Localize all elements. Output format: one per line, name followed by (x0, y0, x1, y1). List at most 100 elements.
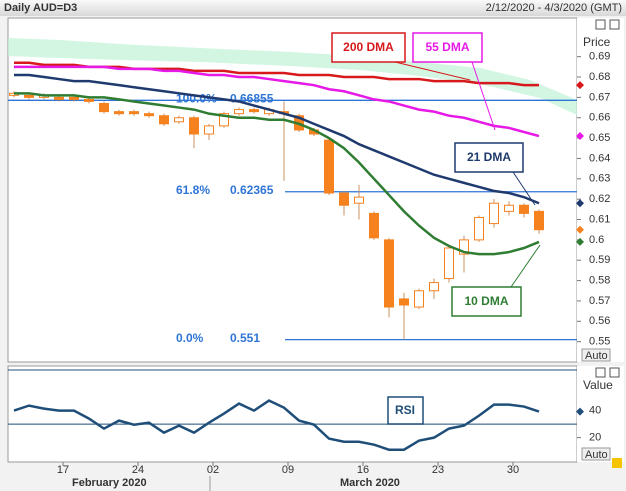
candle-body (159, 115, 169, 125)
candle-body (189, 117, 199, 135)
panel-button[interactable] (609, 367, 620, 378)
auto-button[interactable] (581, 348, 611, 362)
y-tick-label: 0.58 (589, 274, 610, 286)
candle-body (129, 111, 139, 115)
candle-body (339, 192, 349, 206)
annotation-pointer (471, 61, 496, 131)
annotation-box (331, 32, 406, 63)
auto-button-label[interactable]: Auto (585, 449, 608, 461)
candle-body (519, 204, 529, 214)
candle-body (459, 239, 469, 255)
candle-body (99, 102, 109, 113)
auto-button[interactable] (581, 447, 611, 461)
y-tick-label: 0.56 (589, 315, 610, 327)
panel-button[interactable] (609, 19, 620, 30)
annotation-label: 200 DMA (343, 40, 394, 54)
price-axis-area (577, 18, 624, 362)
y-tick-label: 0.55 (589, 336, 610, 348)
y-tick-label: 40 (589, 405, 601, 417)
candle-body (54, 96, 64, 100)
candle-body (444, 247, 454, 280)
x-tick-label: 23 (432, 464, 444, 476)
last-value-marker (576, 81, 584, 90)
x-tick-label: 09 (282, 464, 294, 476)
annotation-label: RSI (395, 403, 415, 417)
y-tick-label: 0.6 (589, 234, 604, 246)
y-axis-label: Value (583, 378, 613, 392)
x-tick-label: 16 (357, 464, 369, 476)
candle-body (414, 290, 424, 308)
rsi-line (13, 399, 540, 451)
y-tick-label: 0.64 (589, 152, 610, 164)
fib-value: 0.62365 (230, 183, 274, 197)
candle-body (354, 196, 364, 204)
annotation-pointer (510, 244, 541, 288)
y-axis-label: Price (583, 35, 611, 49)
candle-body (324, 139, 334, 194)
cloud (8, 38, 577, 115)
fib-value: 0.66855 (230, 92, 274, 106)
last-value-marker (576, 225, 584, 234)
candle-body (204, 125, 214, 135)
candle-body (114, 111, 124, 115)
y-tick-label: 0.65 (589, 132, 610, 144)
rsi-axis-area (577, 366, 624, 462)
auto-button-label[interactable]: Auto (585, 350, 608, 362)
header-title: Daily AUD=D3 (4, 2, 77, 14)
candle-body (84, 98, 94, 102)
candle-body (384, 239, 394, 308)
annotation-box (387, 396, 424, 425)
annotation-pointer (512, 171, 536, 206)
annotation-label: 55 DMA (425, 40, 469, 54)
panel-button[interactable] (595, 367, 606, 378)
candle-body (474, 216, 484, 241)
ma-line (14, 92, 540, 256)
annotation-box (454, 142, 524, 173)
annotation-label: 10 DMA (464, 294, 508, 308)
candle-body (69, 96, 79, 100)
y-tick-label: 0.61 (589, 213, 610, 225)
candle-body (249, 109, 259, 113)
last-value-marker (576, 237, 584, 246)
y-tick-label: 0.57 (589, 295, 610, 307)
annotation-label: 21 DMA (467, 150, 511, 164)
candle-body (504, 204, 514, 212)
y-tick-label: 0.68 (589, 71, 610, 83)
ma-line (14, 65, 540, 138)
y-tick-label: 0.63 (589, 173, 610, 185)
candle-body (144, 113, 154, 117)
x-tick-label: 30 (507, 464, 519, 476)
y-tick-label: 0.67 (589, 91, 610, 103)
header-range: 2/12/2020 - 4/3/2020 (GMT) (486, 2, 622, 14)
y-tick-label: 20 (589, 432, 601, 444)
fib-percent: 61.8% (176, 183, 210, 197)
y-tick-label: 0.62 (589, 193, 610, 205)
candle-body (399, 298, 409, 306)
panel-button[interactable] (595, 19, 606, 30)
candle-body (234, 109, 244, 115)
candle-body (429, 282, 439, 292)
candle-body (24, 94, 34, 98)
last-value-marker (576, 132, 584, 141)
x-tick-label: 24 (132, 464, 144, 476)
month-label: March 2020 (340, 477, 400, 489)
candle-body (219, 113, 229, 127)
candle-body (489, 202, 499, 225)
annotation-pointer (394, 61, 471, 81)
annotation-box (412, 32, 483, 63)
candle-body (534, 210, 544, 231)
y-tick-label: 0.59 (589, 254, 610, 266)
icon[interactable] (612, 458, 622, 468)
header-bar (0, 0, 626, 16)
ma-line (14, 73, 540, 205)
x-tick-label: 17 (57, 464, 69, 476)
fib-percent: 0.0% (176, 331, 204, 345)
month-label: February 2020 (72, 477, 147, 489)
fib-value: 0.551 (230, 331, 260, 345)
candle-body (369, 212, 379, 239)
candle-body (174, 117, 184, 123)
y-tick-label: 0.66 (589, 112, 610, 124)
last-value-marker (576, 407, 584, 416)
